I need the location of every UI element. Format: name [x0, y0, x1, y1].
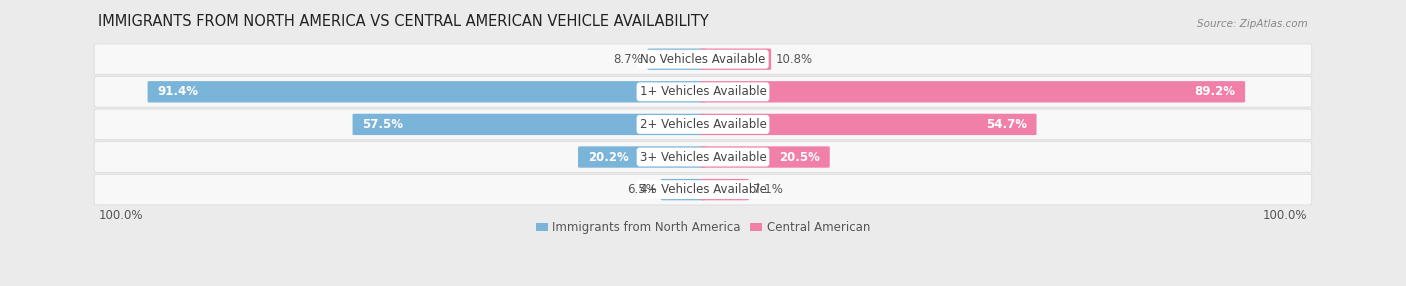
Text: 57.5%: 57.5% — [363, 118, 404, 131]
FancyBboxPatch shape — [661, 179, 706, 200]
FancyBboxPatch shape — [94, 142, 1312, 172]
Text: 100.0%: 100.0% — [1263, 209, 1308, 223]
FancyBboxPatch shape — [148, 81, 706, 102]
Text: 100.0%: 100.0% — [98, 209, 143, 223]
Text: 8.7%: 8.7% — [613, 53, 644, 66]
FancyBboxPatch shape — [700, 81, 1246, 102]
Text: 91.4%: 91.4% — [157, 85, 198, 98]
FancyBboxPatch shape — [700, 146, 830, 168]
FancyBboxPatch shape — [94, 44, 1312, 75]
FancyBboxPatch shape — [700, 49, 770, 70]
FancyBboxPatch shape — [94, 76, 1312, 107]
Text: 6.5%: 6.5% — [627, 183, 657, 196]
FancyBboxPatch shape — [578, 146, 706, 168]
Text: 20.2%: 20.2% — [588, 150, 628, 164]
Text: 54.7%: 54.7% — [986, 118, 1026, 131]
Legend: Immigrants from North America, Central American: Immigrants from North America, Central A… — [531, 216, 875, 239]
Text: 3+ Vehicles Available: 3+ Vehicles Available — [640, 150, 766, 164]
Text: 4+ Vehicles Available: 4+ Vehicles Available — [640, 183, 766, 196]
Text: 7.1%: 7.1% — [754, 183, 783, 196]
FancyBboxPatch shape — [353, 114, 706, 135]
FancyBboxPatch shape — [94, 174, 1312, 205]
Text: No Vehicles Available: No Vehicles Available — [640, 53, 766, 66]
FancyBboxPatch shape — [94, 109, 1312, 140]
Text: Source: ZipAtlas.com: Source: ZipAtlas.com — [1197, 19, 1308, 29]
FancyBboxPatch shape — [648, 49, 706, 70]
FancyBboxPatch shape — [700, 179, 749, 200]
Text: 89.2%: 89.2% — [1194, 85, 1236, 98]
FancyBboxPatch shape — [700, 114, 1036, 135]
Text: 20.5%: 20.5% — [779, 150, 820, 164]
Text: IMMIGRANTS FROM NORTH AMERICA VS CENTRAL AMERICAN VEHICLE AVAILABILITY: IMMIGRANTS FROM NORTH AMERICA VS CENTRAL… — [98, 14, 709, 29]
Text: 2+ Vehicles Available: 2+ Vehicles Available — [640, 118, 766, 131]
Text: 1+ Vehicles Available: 1+ Vehicles Available — [640, 85, 766, 98]
Text: 10.8%: 10.8% — [775, 53, 813, 66]
